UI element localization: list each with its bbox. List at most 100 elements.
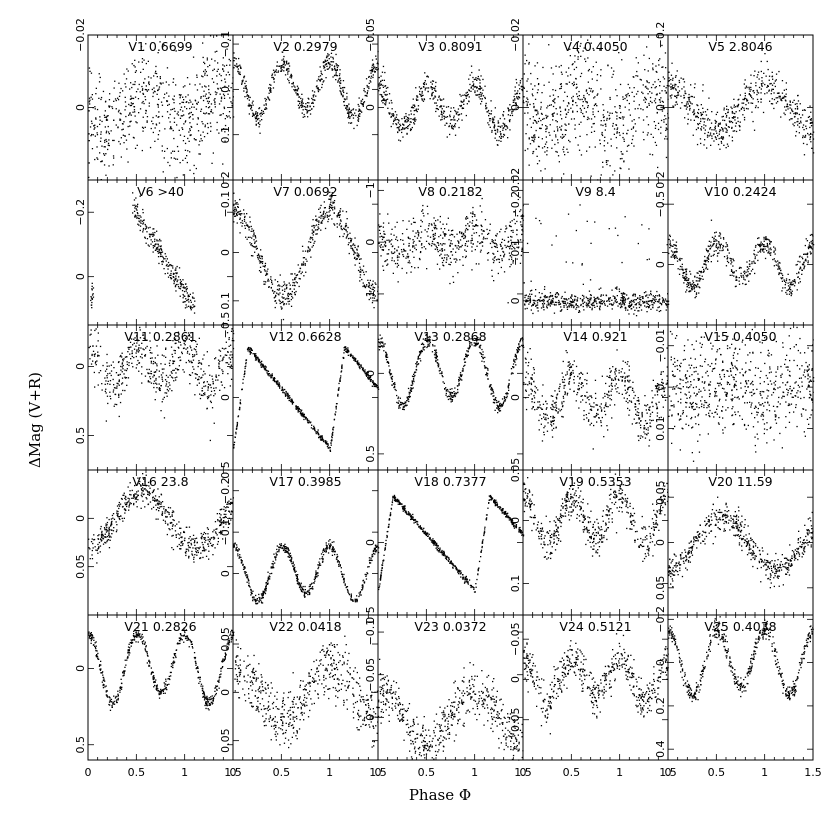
data-point (595, 61, 597, 63)
data-point (618, 288, 620, 290)
data-point (186, 286, 188, 288)
data-point (311, 232, 313, 234)
data-point (192, 304, 194, 306)
data-point (678, 79, 680, 82)
data-point (753, 75, 755, 77)
data-point (240, 222, 242, 224)
data-point (189, 169, 191, 171)
data-point (348, 122, 350, 124)
data-point (201, 75, 203, 77)
data-point (507, 302, 509, 304)
data-point (516, 92, 518, 95)
data-point (572, 63, 574, 65)
data-point (255, 248, 258, 250)
data-point (455, 251, 457, 253)
data-point (118, 109, 120, 111)
data-point (575, 295, 577, 298)
data-point (508, 252, 511, 254)
data-point (555, 120, 557, 122)
data-point (245, 222, 247, 224)
data-point (427, 228, 429, 230)
data-point (312, 102, 314, 104)
data-point (546, 126, 548, 128)
data-point (802, 126, 804, 129)
data-point (506, 245, 508, 247)
data-point (550, 67, 553, 69)
data-point (144, 236, 146, 238)
data-point (362, 103, 364, 106)
data-point (509, 120, 511, 123)
data-point (582, 305, 584, 308)
data-point (809, 137, 811, 139)
data-point (546, 147, 549, 149)
data-point (439, 215, 441, 218)
data-point (178, 267, 181, 269)
data-point (526, 124, 528, 126)
data-point (131, 86, 133, 89)
data-point (234, 208, 236, 210)
data-point (547, 302, 549, 304)
data-point (124, 83, 126, 85)
data-point (430, 87, 432, 89)
data-point (479, 242, 481, 245)
data-point (562, 301, 564, 303)
data-point (655, 124, 657, 127)
data-point (395, 238, 397, 240)
data-point (651, 154, 654, 156)
data-point (412, 246, 414, 248)
data-point (122, 134, 124, 136)
data-point (119, 112, 121, 114)
data-point (361, 100, 363, 102)
data-point (311, 90, 314, 92)
data-point (383, 79, 385, 81)
data-point (310, 241, 312, 243)
data-point (435, 81, 437, 84)
data-point (454, 119, 456, 121)
data-point (441, 112, 443, 114)
data-point (417, 266, 419, 269)
data-point (627, 92, 629, 95)
data-point (379, 84, 381, 86)
data-point (436, 105, 438, 107)
data-point (517, 98, 519, 100)
data-point (563, 135, 565, 138)
data-point (313, 227, 315, 229)
data-point (245, 236, 247, 238)
data-point (554, 295, 556, 298)
data-point (456, 247, 458, 249)
data-point (731, 140, 734, 142)
data-point (270, 84, 272, 86)
data-point (633, 145, 635, 147)
data-point (521, 225, 523, 228)
data-point (703, 121, 705, 123)
data-point (572, 300, 574, 302)
data-point (406, 116, 409, 119)
data-point (259, 266, 262, 268)
data-point (168, 103, 170, 106)
data-point (379, 93, 381, 96)
data-point (433, 238, 435, 240)
data-point (339, 69, 341, 71)
data-point (179, 97, 181, 99)
data-point (578, 52, 580, 54)
data-point (249, 242, 251, 244)
data-point (653, 121, 655, 123)
data-point (185, 120, 187, 122)
data-point (773, 82, 775, 84)
data-point (394, 111, 397, 113)
data-point (327, 53, 329, 55)
data-point (743, 109, 745, 111)
data-point (541, 303, 544, 305)
data-point (575, 78, 577, 80)
data-point (418, 232, 420, 234)
data-point (523, 96, 525, 98)
data-point (184, 295, 186, 297)
data-point (145, 43, 147, 45)
data-point (252, 235, 254, 237)
data-point (637, 107, 639, 110)
data-point (541, 147, 544, 149)
data-point (291, 83, 293, 85)
data-point (728, 135, 730, 137)
data-point (343, 104, 345, 107)
data-point (373, 66, 375, 68)
